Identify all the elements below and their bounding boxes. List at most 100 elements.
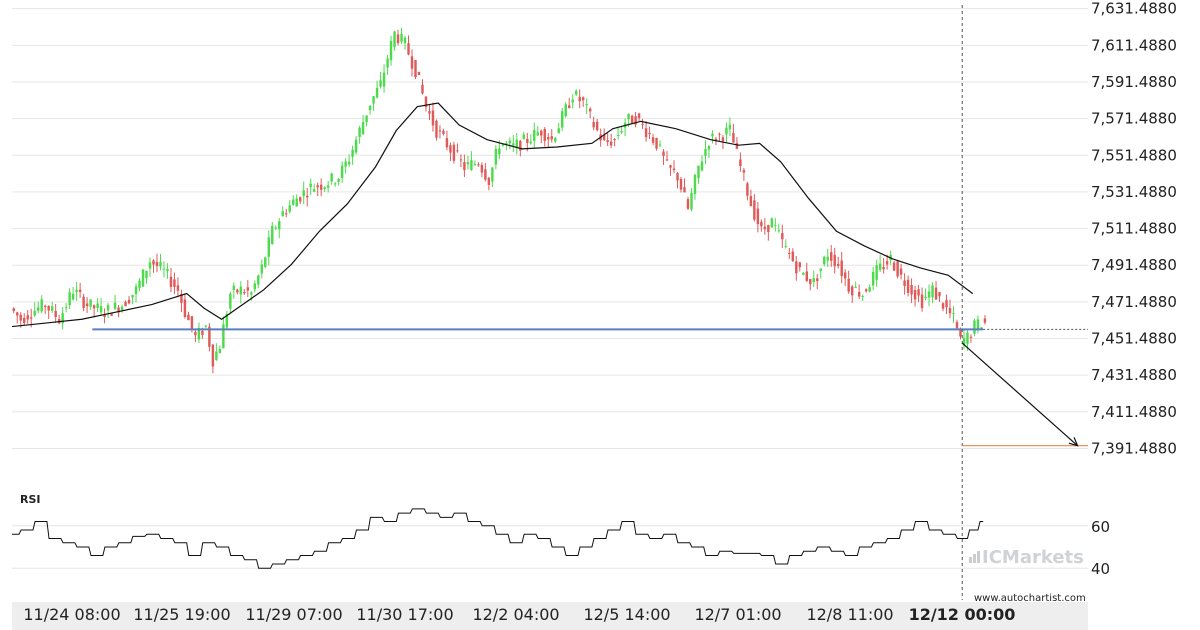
candle-body [913, 290, 917, 300]
rsi-tick-label: 40 [1091, 560, 1110, 578]
candle-body [250, 292, 253, 295]
candle-body [463, 162, 466, 171]
candle-body [361, 122, 365, 135]
brand-bar-icon [977, 551, 980, 563]
candle-body [805, 271, 808, 281]
candle-body [389, 40, 393, 61]
price-panel [12, 5, 1088, 486]
candle-body [183, 299, 187, 317]
candle-body [295, 198, 298, 207]
candle-body [23, 317, 26, 324]
candle-body [526, 138, 529, 143]
candle-body [767, 225, 770, 233]
candle-body [613, 139, 616, 141]
candle-body [707, 146, 711, 150]
candle-body [823, 256, 826, 265]
candle-body [543, 128, 546, 141]
x-tick-label: 12/8 11:00 [806, 605, 893, 624]
candle-body [407, 43, 410, 55]
candle-body [82, 296, 85, 308]
y-tick-label: 7,551.4880 [1091, 146, 1177, 164]
candle-body [536, 132, 539, 136]
candle-body [784, 246, 788, 248]
candle-body [417, 71, 421, 75]
candle-body [620, 131, 623, 133]
candle-body [215, 351, 218, 360]
x-tick-label: 12/5 14:00 [583, 605, 670, 624]
candle-body [683, 187, 686, 193]
candle-body [194, 331, 197, 336]
candle-body [578, 96, 581, 102]
y-tick-label: 7,631.4880 [1091, 0, 1177, 18]
candle-body [690, 192, 693, 210]
candle-body [885, 261, 889, 265]
candle-body [508, 140, 512, 144]
candle-body [459, 159, 463, 161]
candle-body [382, 72, 386, 87]
candle-body [721, 137, 725, 142]
candle-body [515, 139, 519, 148]
candle-body [449, 145, 452, 153]
candle-body [292, 199, 295, 205]
source-url: www.autochartist.com [974, 593, 1086, 604]
candle-body [33, 310, 36, 316]
candle-body [312, 189, 316, 192]
candle-body [819, 268, 822, 271]
candle-body [878, 263, 882, 270]
candle-body [487, 177, 491, 185]
candle-body [760, 221, 763, 227]
candle-body [456, 150, 459, 152]
candle-body [693, 174, 697, 194]
candle-body [840, 260, 843, 277]
candle-body [229, 293, 232, 309]
y-tick-label: 7,611.4880 [1091, 36, 1177, 54]
candle-body [414, 60, 417, 78]
candle-body [948, 308, 952, 314]
candle-body [791, 251, 795, 262]
candle-body [564, 104, 567, 117]
candle-body [816, 278, 819, 282]
candle-body [788, 252, 791, 254]
candle-body [491, 167, 494, 182]
candle-body [92, 305, 96, 309]
prediction-arrowhead [1068, 437, 1079, 447]
candle-body [435, 120, 438, 138]
candle-body [679, 178, 683, 190]
candle-body [47, 305, 50, 311]
candle-body [278, 221, 281, 230]
candle-body [176, 285, 180, 291]
candle-body [305, 195, 309, 198]
candle-body [64, 307, 68, 309]
candle-body [798, 262, 802, 268]
candle-body [672, 168, 676, 171]
x-axis-labels: 11/24 08:00 11/25 19:00 11/29 07:00 11/30 1… [23, 605, 1015, 624]
candle-body [753, 200, 756, 220]
candle-body [173, 279, 176, 287]
candle-body [36, 307, 40, 311]
candle-body [246, 287, 250, 291]
candle-body [103, 314, 106, 317]
brand-name: ICMarkets [982, 547, 1084, 568]
candle-body [875, 265, 878, 280]
rsi-tick-label: 60 [1091, 518, 1110, 536]
candle-body [665, 159, 669, 161]
candle-body [725, 127, 728, 135]
candle-body [641, 123, 644, 125]
candle-body [113, 302, 117, 309]
candle-body [222, 324, 225, 349]
candle-body [484, 169, 487, 180]
candle-body [298, 197, 302, 202]
candle-body [700, 161, 704, 171]
candle-body [281, 211, 284, 217]
candle-body [285, 213, 288, 215]
candle-body [197, 327, 201, 340]
candle-body [547, 137, 550, 140]
candle-body [630, 115, 634, 124]
candle-body [519, 140, 522, 151]
candle-body [264, 257, 267, 267]
y-tick-label: 7,591.4880 [1091, 73, 1177, 91]
candle-body [899, 268, 903, 275]
candle-body [368, 105, 372, 111]
candle-body [777, 230, 781, 232]
y-tick-label: 7,531.4880 [1091, 183, 1177, 201]
